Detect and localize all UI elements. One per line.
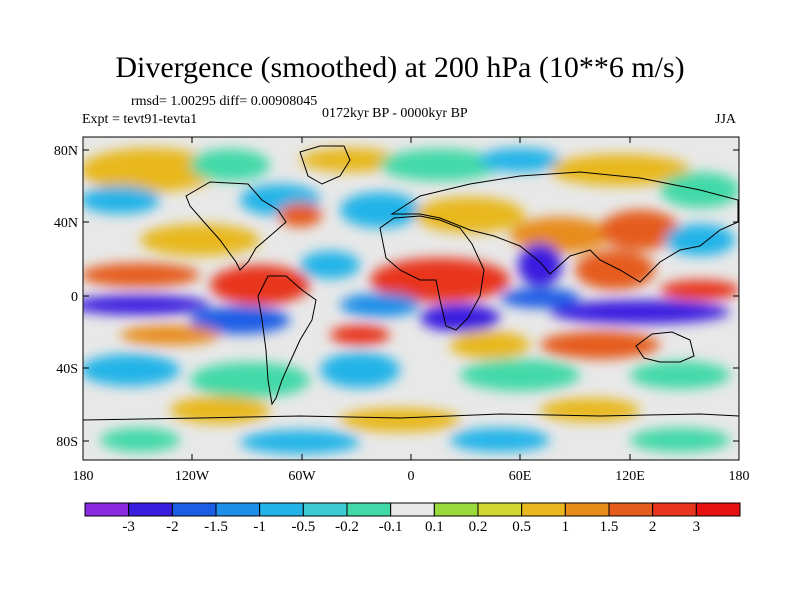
colorbar-label: -2 bbox=[166, 519, 179, 535]
colorbar-label: -0.1 bbox=[378, 519, 403, 535]
colorbar-box bbox=[521, 502, 566, 517]
x-tick-label: 60E bbox=[509, 469, 532, 484]
field-layer bbox=[83, 137, 739, 460]
y-tick-label: 80S bbox=[56, 435, 78, 450]
colorbar-box bbox=[346, 502, 392, 517]
period-text: 0172kyr BP - 0000kyr BP bbox=[322, 106, 468, 121]
colorbar-box bbox=[215, 502, 261, 517]
y-axis: 80N 40N 0 40S 80S bbox=[54, 144, 739, 450]
x-tick-label: 0 bbox=[408, 469, 415, 484]
y-tick-label: 0 bbox=[71, 290, 78, 305]
colorbar-box bbox=[171, 502, 217, 517]
colorbar-label: 1 bbox=[561, 519, 570, 535]
colorbar-box bbox=[652, 502, 697, 517]
colorbar-label: -1 bbox=[253, 519, 266, 535]
colorbar bbox=[84, 502, 741, 517]
colorbar-label: -0.5 bbox=[291, 519, 316, 535]
y-tick-label: 40S bbox=[56, 362, 78, 377]
x-tick-label: 60W bbox=[288, 469, 316, 484]
colorbar-box bbox=[128, 502, 173, 517]
colorbar-label: -3 bbox=[122, 519, 135, 535]
y-tick-label: 80N bbox=[54, 144, 78, 159]
coastlines bbox=[83, 145, 739, 421]
colorbar-label: -1.5 bbox=[204, 519, 228, 535]
season-text: JJA bbox=[715, 112, 737, 127]
colorbar-label: 0.5 bbox=[512, 519, 532, 535]
colorbar-box bbox=[390, 502, 435, 517]
x-axis: 180 120W 60W 0 60E 120E 180 bbox=[73, 137, 750, 484]
colorbar-box bbox=[433, 502, 479, 517]
map-title: Divergence (smoothed) at 200 hPa (10**6 … bbox=[115, 51, 685, 84]
colorbar-box bbox=[84, 502, 130, 517]
colorbar-box bbox=[302, 502, 348, 517]
colorbar-box bbox=[477, 502, 523, 517]
colorbar-box bbox=[608, 502, 654, 517]
experiment-text: Expt = tevt91-tevta1 bbox=[82, 112, 198, 127]
colorbar-label: -0.2 bbox=[335, 519, 359, 535]
x-tick-label: 180 bbox=[73, 469, 94, 484]
colorbar-label: 1.5 bbox=[599, 519, 619, 535]
y-tick-label: 40N bbox=[54, 216, 78, 231]
x-tick-label: 180 bbox=[729, 469, 750, 484]
colorbar-label: 0.1 bbox=[424, 519, 444, 535]
colorbar-box bbox=[259, 502, 304, 517]
x-tick-label: 120W bbox=[175, 469, 210, 484]
colorbar-label: 3 bbox=[692, 519, 701, 535]
colorbar-box bbox=[564, 502, 610, 517]
x-tick-label: 120E bbox=[615, 469, 645, 484]
colorbar-label: 0.2 bbox=[468, 519, 488, 535]
anomaly-patches bbox=[83, 148, 739, 454]
colorbar-box bbox=[695, 502, 741, 517]
stats-text: rmsd= 1.00295 diff= 0.00908045 bbox=[131, 94, 318, 109]
colorbar-label: 2 bbox=[648, 519, 657, 535]
